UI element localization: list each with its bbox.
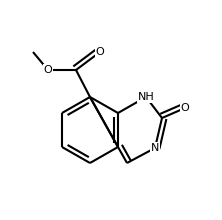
Text: O: O xyxy=(96,47,104,57)
Text: O: O xyxy=(181,103,189,113)
Text: O: O xyxy=(44,65,52,75)
Text: N: N xyxy=(151,143,159,153)
Text: NH: NH xyxy=(138,92,154,102)
